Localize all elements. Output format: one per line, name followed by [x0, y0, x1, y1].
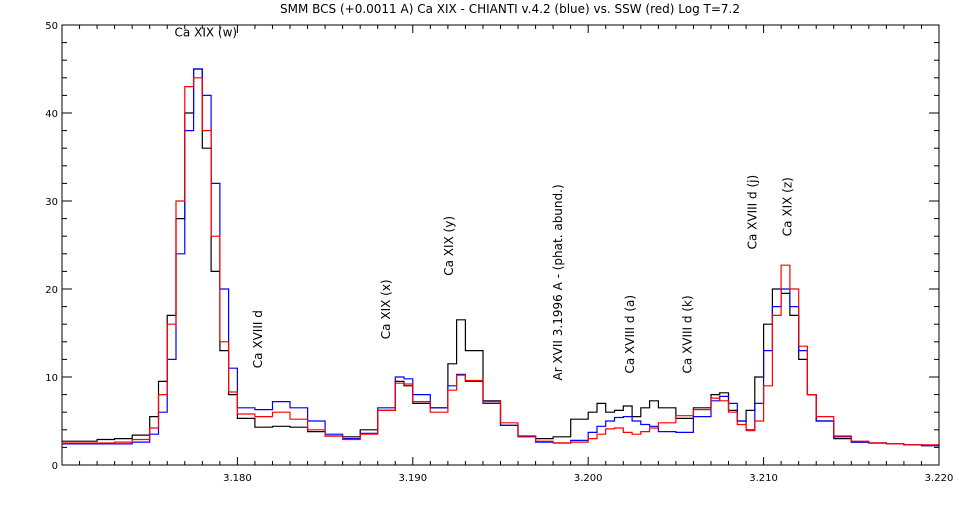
annotation-label: Ca XIX (w): [175, 25, 238, 39]
series-red-line: [62, 77, 939, 446]
chart-title: SMM BCS (+0.0011 A) Ca XIX - CHIANTI v.4…: [280, 2, 740, 16]
annotation-label: Ca XIX (y): [442, 216, 456, 276]
annotation-label: Ca XVIII d: [251, 310, 265, 368]
annotations: Ca XIX (w) Ca XVIII d Ca XIX (x) Ca XIX (y)…: [175, 25, 795, 380]
annotation-label: Ca XVIII d (k): [681, 295, 695, 373]
y-tick-label: 0: [52, 461, 58, 472]
annotation-label: Ca XIX (x): [379, 279, 393, 339]
annotation-label: Ca XVIII d (j): [746, 175, 760, 250]
axis-ticks: [62, 24, 940, 466]
annotation-label: Ca XIX (z): [781, 177, 795, 236]
series-lines: [62, 68, 940, 447]
x-tick-label: 3.210: [749, 473, 778, 484]
y-tick-label: 10: [45, 373, 58, 384]
x-tick-label: 3.190: [398, 473, 427, 484]
x-tick-label: 3.180: [223, 473, 252, 484]
y-tick-label: 30: [45, 197, 58, 208]
annotation-label: Ar XVII 3.1996 A - (phat. abund.): [551, 184, 565, 380]
annotation-label: Ca XVIII d (a): [623, 295, 637, 374]
x-tick-label: 3.200: [574, 473, 603, 484]
y-tick-label: 40: [45, 109, 58, 120]
x-tick-label: 3.220: [925, 473, 954, 484]
y-tick-label: 50: [45, 21, 58, 32]
axis-tick-labels: 3.180 3.190 3.200 3.210 3.220 0 10 20 30 40 50: [45, 21, 953, 484]
y-tick-label: 20: [45, 285, 58, 296]
series-blue-line: [62, 68, 940, 447]
